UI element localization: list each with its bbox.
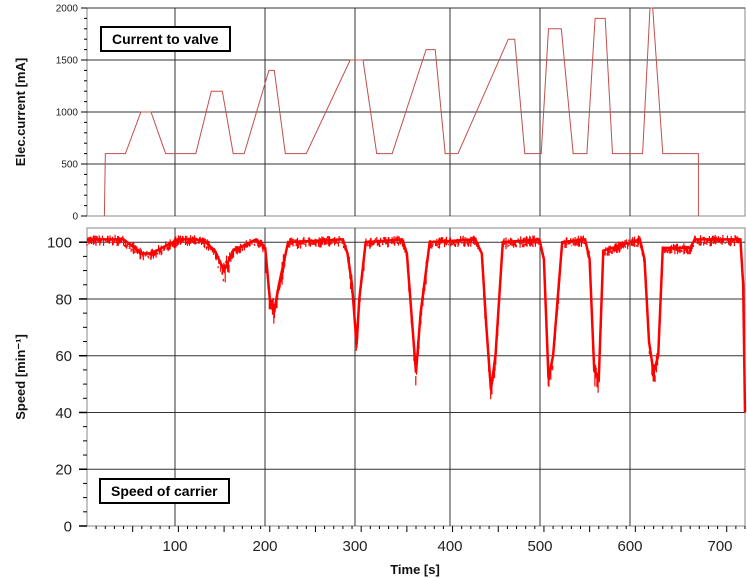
- current-y-tick-label: 0: [72, 212, 78, 223]
- speed-y-tick-label: 20: [55, 462, 72, 479]
- speed-x-tick-label: 700: [707, 538, 732, 555]
- current-panel-label: Current to valve: [100, 26, 231, 52]
- current-y-tick-label: 500: [61, 160, 78, 171]
- speed-series-line: [87, 237, 747, 413]
- speed-panel: 0 20 40 60 80 100 100 200 300 400 500 600 700 Speed …: [13, 227, 747, 577]
- speed-series: [86, 234, 747, 413]
- speed-panel-label: Speed of carrier: [99, 478, 230, 504]
- speed-x-tick-label: 300: [342, 538, 367, 555]
- speed-y-axis-title: Speed [min⁻¹]: [13, 334, 28, 420]
- current-series-line: [103, 7, 699, 217]
- speed-x-tick-label: 500: [527, 538, 552, 555]
- speed-x-tick-label: 600: [617, 538, 642, 555]
- speed-noise-band: [86, 234, 746, 400]
- current-grid: [87, 7, 745, 216]
- current-y-axis-title: Elec.current [mA]: [13, 58, 28, 166]
- speed-grid: [87, 228, 745, 526]
- current-y-tick-label: 2000: [56, 4, 79, 15]
- current-panel: 0 500 1000 1500 2000 Elec.current [mA]: [13, 4, 746, 223]
- speed-y-tick-label: 100: [47, 235, 72, 252]
- speed-x-tick-label: 400: [437, 538, 462, 555]
- speed-y-tick-label: 0: [64, 519, 72, 536]
- time-x-axis-title: Time [s]: [390, 562, 440, 577]
- current-y-tick-label: 1000: [56, 108, 79, 119]
- speed-y-tick-label: 80: [55, 291, 72, 308]
- current-y-tick-label: 1500: [56, 56, 79, 67]
- speed-x-tick-label: 200: [252, 538, 277, 555]
- speed-ticks: 0 20 40 60 80 100 100 200 300 400 500 600 700: [47, 235, 746, 555]
- speed-y-tick-label: 40: [55, 405, 72, 422]
- speed-y-tick-label: 60: [55, 348, 72, 365]
- current-y-ticks: 0 500 1000 1500 2000: [56, 4, 87, 223]
- speed-x-tick-label: 100: [162, 538, 187, 555]
